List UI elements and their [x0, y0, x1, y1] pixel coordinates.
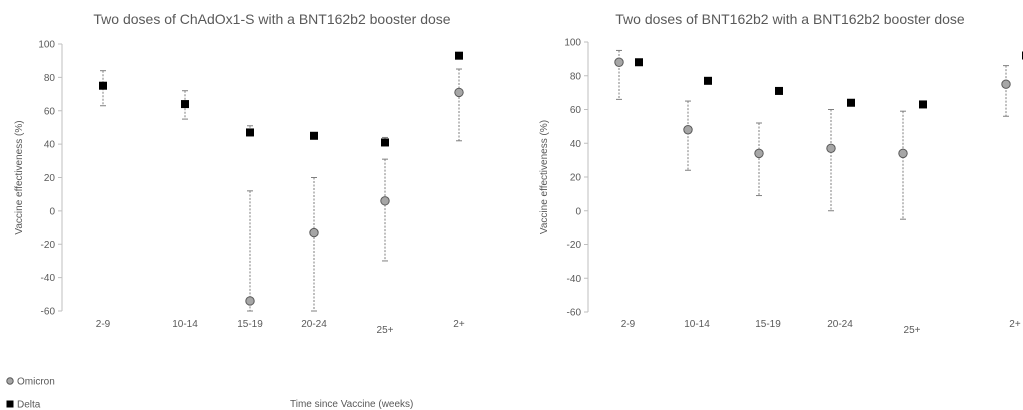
omicron-point — [683, 125, 693, 135]
delta-point — [704, 76, 712, 85]
y-tick-label: -60 — [41, 307, 56, 318]
y-axis-label: Vaccine effectiveness (%) — [539, 120, 550, 234]
y-tick-label: 80 — [44, 73, 56, 84]
omicron-point — [309, 227, 319, 238]
x-tick-label: 2-9 — [621, 319, 636, 330]
y-tick-label: 60 — [44, 106, 56, 117]
legend-label: Omicron — [17, 377, 55, 388]
x-tick-label: 10-14 — [684, 319, 710, 330]
legend-delta-marker — [6, 400, 14, 408]
chart-chadox1-booster: Two doses of ChAdOx1-S with a BNT162b2 b… — [14, 11, 465, 336]
x-tick-label: 20-24 — [827, 319, 853, 330]
y-tick-label: 40 — [570, 139, 582, 150]
delta-point — [847, 98, 855, 107]
y-tick-label: 60 — [570, 105, 582, 116]
shared-x-axis-label: Time since Vaccine (weeks) — [290, 399, 413, 410]
y-tick-label: 40 — [44, 140, 56, 151]
omicron-point — [380, 196, 390, 206]
delta-point — [635, 58, 643, 67]
y-tick-label: 0 — [49, 206, 55, 217]
delta-point — [181, 100, 189, 109]
x-tick-label: 25+ — [377, 325, 394, 336]
omicron-point — [614, 57, 624, 67]
delta-point — [246, 128, 254, 137]
delta-point — [310, 131, 318, 140]
chart-title: Two doses of ChAdOx1-S with a BNT162b2 b… — [93, 11, 450, 27]
x-tick-label: 2+ — [1009, 319, 1021, 330]
x-tick-label: 2-9 — [96, 319, 111, 330]
x-tick-label: 15-19 — [755, 319, 781, 330]
x-tick-label: 20-24 — [301, 319, 327, 330]
x-tick-label: 2+ — [453, 319, 465, 330]
y-tick-label: -40 — [41, 273, 56, 284]
y-tick-label: -20 — [41, 240, 56, 251]
omicron-point — [245, 296, 255, 306]
delta-point — [381, 138, 389, 147]
omicron-point — [826, 143, 836, 154]
omicron-point — [754, 148, 764, 159]
y-tick-label: 80 — [570, 71, 582, 82]
y-tick-label: 20 — [570, 173, 582, 184]
y-tick-label: 0 — [575, 206, 581, 217]
omicron-point — [1001, 79, 1011, 89]
y-tick-label: -40 — [567, 274, 582, 285]
x-tick-label: 15-19 — [237, 319, 263, 330]
delta-point — [919, 100, 927, 109]
y-tick-label: -20 — [567, 240, 582, 251]
y-axis-label: Vaccine effectiveness (%) — [14, 120, 25, 234]
delta-point — [775, 86, 783, 95]
chart-title: Two doses of BNT162b2 with a BNT162b2 bo… — [615, 11, 965, 27]
y-tick-label: 100 — [564, 38, 581, 49]
legend-label: Delta — [17, 400, 41, 410]
omicron-point — [898, 148, 908, 159]
legend-omicron-marker — [6, 377, 14, 385]
omicron-point — [454, 87, 464, 98]
chart-bnt162b2-booster: Two doses of BNT162b2 with a BNT162b2 bo… — [539, 11, 1023, 336]
y-tick-label: -60 — [567, 308, 582, 319]
x-tick-label: 25+ — [904, 325, 921, 336]
y-tick-label: 100 — [38, 40, 55, 51]
legend: Omicron Delta — [6, 377, 55, 410]
x-tick-label: 10-14 — [172, 319, 198, 330]
y-tick-label: 20 — [44, 173, 56, 184]
delta-point — [455, 51, 463, 60]
delta-point — [99, 81, 107, 90]
